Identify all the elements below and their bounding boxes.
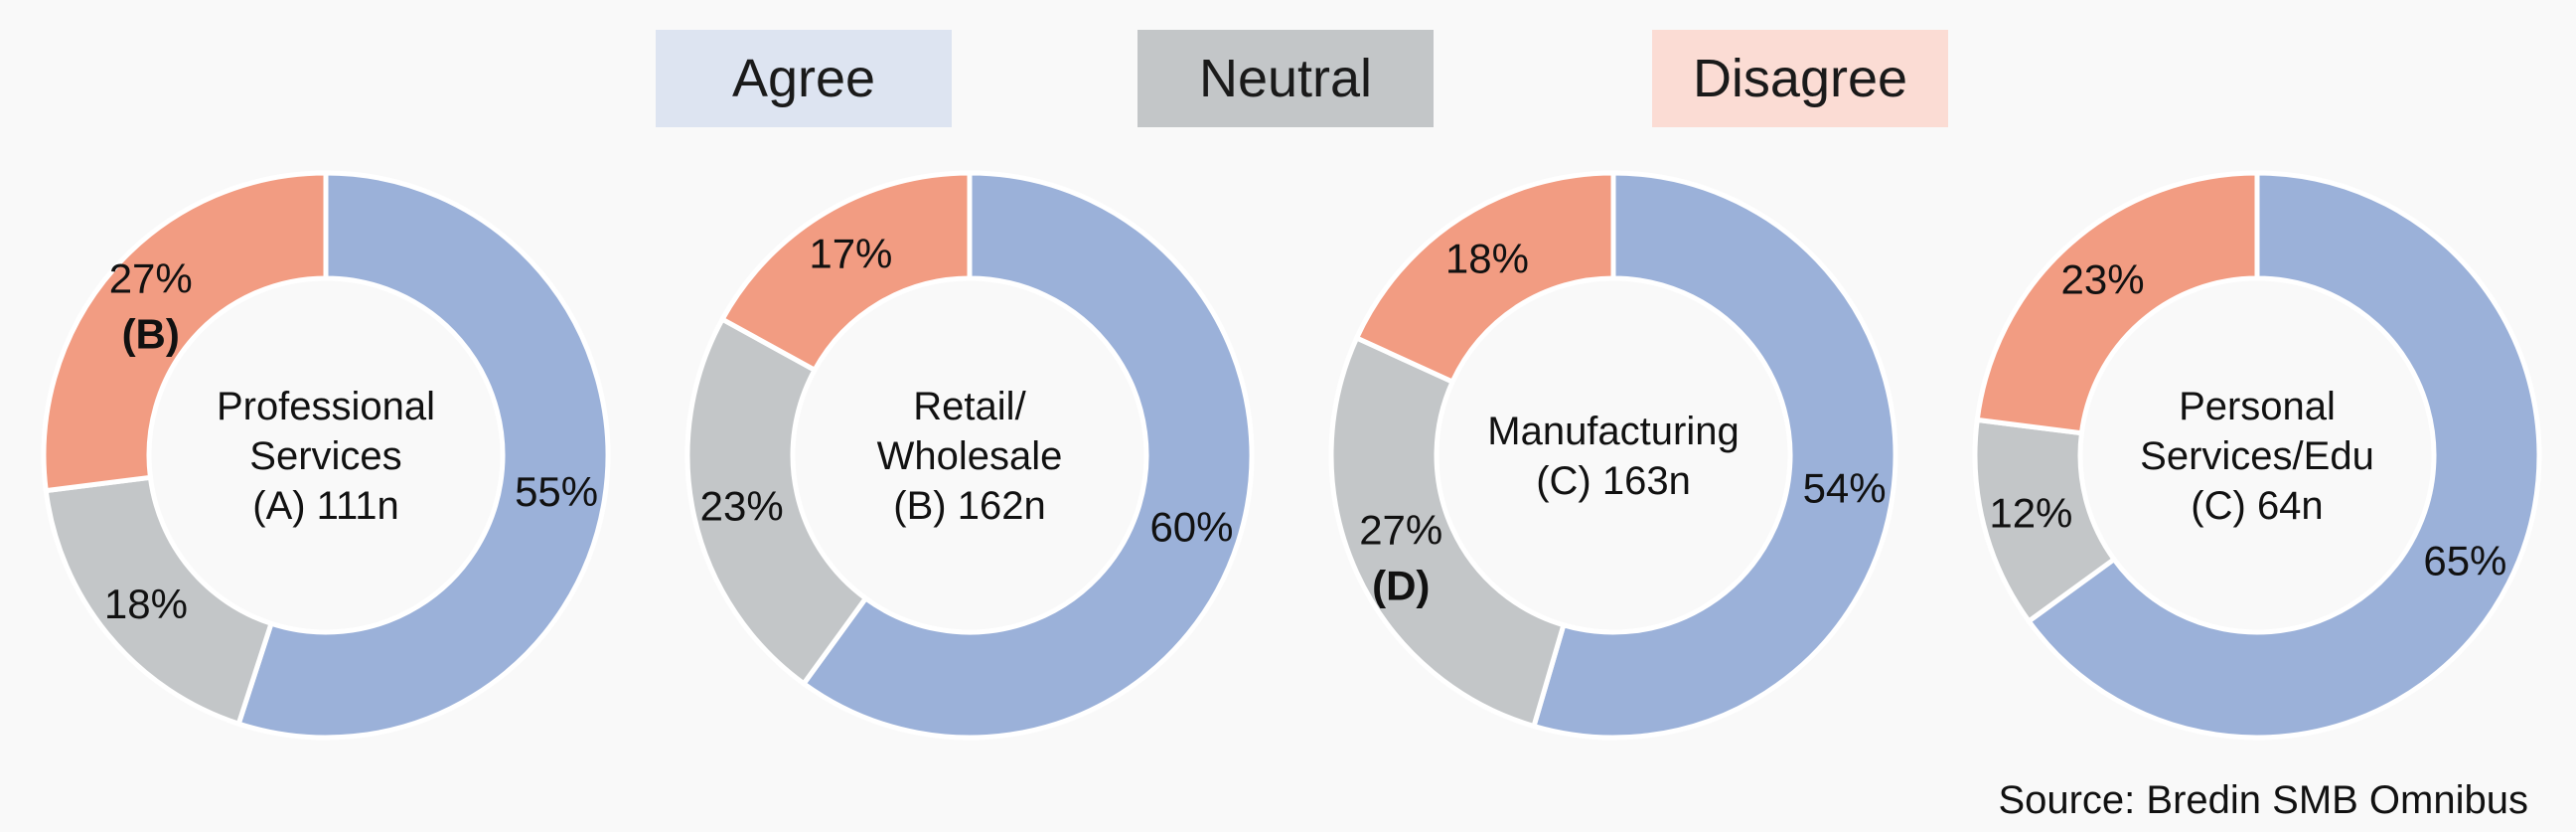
center-label-line: Services/Edu [2140,434,2374,478]
slice-value-label: 23% [700,482,784,529]
legend-neutral: Neutral [1137,30,1434,127]
donut-chart-1: 55% 18% 27% (B) Professional Services (A) 111n [41,170,611,741]
slice-disagree [1974,170,2260,436]
slice-value-label: 65% [2423,538,2506,584]
slice-disagree [1353,170,1616,386]
slice-value-label: 60% [1149,504,1233,551]
slice-neutral [684,315,869,688]
slice-value-label: 27% [109,255,193,302]
slice-agree [1530,170,1898,741]
slice-value-label: 17% [809,231,892,277]
center-label-line: (B) 162n [893,484,1045,528]
center-label-line: Retail/ [913,385,1026,428]
donut-chart-4: 65% 12% 23% Personal Services/Edu (C) 64n [1972,170,2542,741]
slice-agree [800,170,1255,741]
slice-neutral [1328,334,1567,730]
legend-disagree-label: Disagree [1692,49,1908,108]
legend-neutral-label: Neutral [1198,49,1373,108]
slice-agree [2025,170,2542,741]
significance-note: (D) [1372,563,1430,609]
slice-value-label: 18% [104,581,188,627]
center-label-line: (A) 111n [252,484,398,528]
center-label-line: Professional [217,385,435,428]
slice-value-label: 55% [515,468,598,515]
slice-agree [235,170,611,741]
slice-value-label: 12% [1989,489,2072,536]
legend-agree-label: Agree [731,49,876,108]
slice-value-label: 18% [1445,235,1529,281]
center-label-line: Services [249,434,401,478]
slice-disagree [718,170,973,374]
center-label-line: Manufacturing [1487,410,1739,453]
donut-chart-2: 60% 23% 17% Retail/Wholesale (B) 162n [684,170,1255,741]
legend-agree: Agree [656,30,952,127]
source-note: Source: Bredin SMB Omnibus [1998,778,2528,822]
center-label-line: Personal [2179,385,2336,428]
center-label-line: Wholesale [877,434,1063,478]
center-label-line: (C) 163n [1536,459,1691,503]
legend-disagree: Disagree [1652,30,1948,127]
slice-value-label: 27% [1359,507,1442,554]
slice-value-label: 54% [1803,464,1887,511]
slice-value-label: 23% [2061,256,2145,303]
slice-disagree [41,170,329,494]
significance-note: (B) [122,311,180,358]
center-label-line: (C) 64n [2191,484,2323,528]
donut-chart-3: 54% 27% (D) 18% Manufacturing (C) 163n [1328,170,1898,741]
